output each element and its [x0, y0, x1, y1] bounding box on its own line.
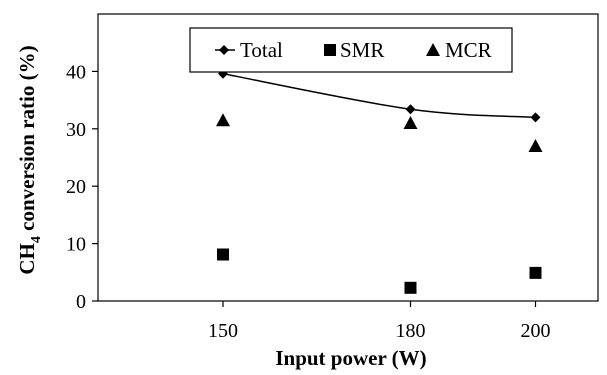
legend: Total SMR MCR	[189, 27, 513, 73]
data-point-smr	[217, 248, 229, 261]
plot-frame	[97, 13, 599, 302]
series-smr	[217, 248, 542, 294]
y-tick-label: 0	[76, 291, 86, 313]
legend-label-total: Total	[240, 38, 283, 62]
x-tick-label: 200	[521, 320, 551, 342]
data-point-mcr	[528, 139, 543, 153]
data-point-smr	[529, 266, 542, 279]
series-line-total	[222, 72, 536, 119]
data-point-mcr	[216, 113, 230, 127]
y-axis-label-main: CH	[15, 243, 39, 275]
legend-marker-mcr	[426, 43, 440, 56]
series-total	[218, 68, 541, 123]
y-tick-label: 30	[66, 119, 86, 141]
y-tick-label: 20	[66, 176, 86, 198]
series-mcr	[216, 113, 543, 153]
x-axis-label: Input power (W)	[275, 346, 426, 370]
legend-label-mcr: MCR	[445, 38, 492, 62]
y-axis-label: CH4 conversion ratio (%)	[15, 45, 44, 274]
y-axis-label-sub: 4	[29, 236, 44, 243]
legend-marker-smr	[324, 44, 336, 56]
legend-box	[189, 27, 513, 73]
legend-marker-total	[219, 45, 229, 55]
data-point-total	[405, 104, 416, 115]
data-point-mcr	[403, 116, 418, 130]
data-point-smr	[404, 281, 417, 294]
y-tick-label: 40	[66, 61, 86, 83]
legend-label-smr: SMR	[340, 38, 384, 62]
y-axis-label-rest: conversion ratio (%)	[15, 45, 39, 236]
x-tick-label: 150	[208, 320, 238, 342]
x-tick-label: 180	[396, 320, 426, 342]
data-point-total	[530, 112, 541, 123]
y-tick-label: 10	[66, 234, 86, 256]
series-layer	[216, 68, 543, 294]
axes: 0 10 20 30 40 150 180 200	[66, 13, 599, 342]
